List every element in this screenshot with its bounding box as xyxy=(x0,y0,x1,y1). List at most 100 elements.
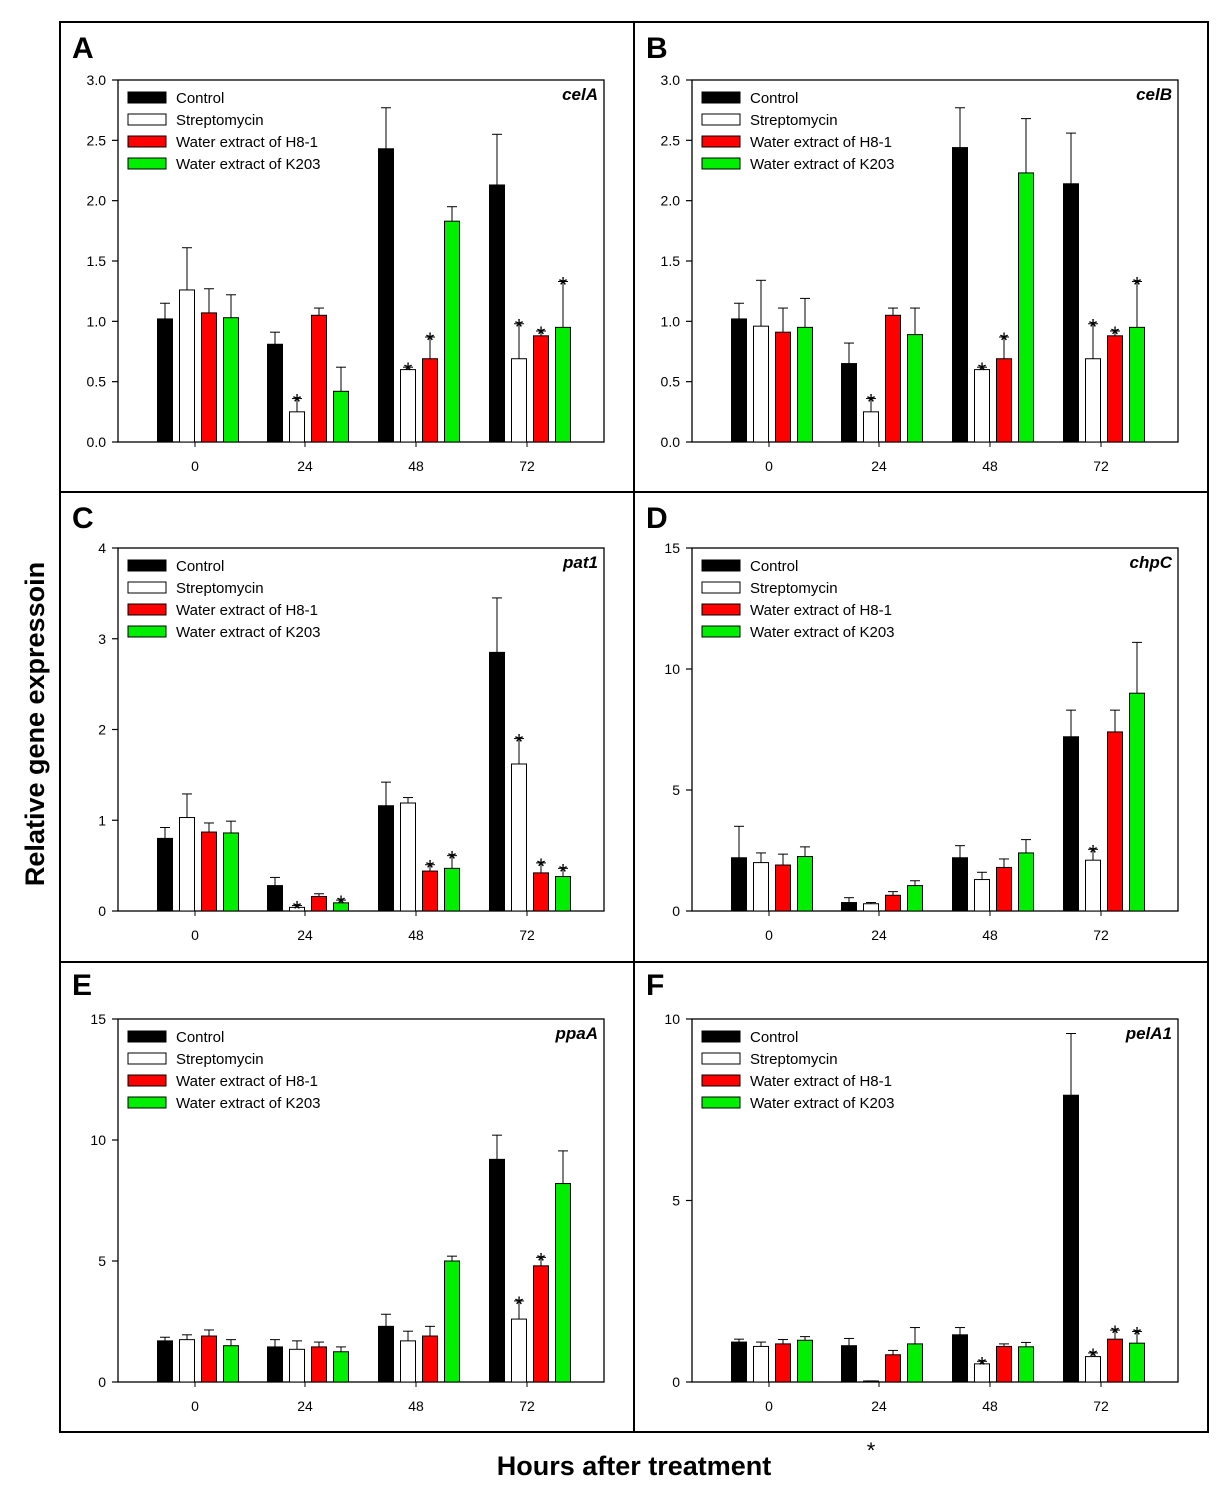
legend-swatch xyxy=(701,1074,741,1087)
bar xyxy=(753,862,769,912)
y-tick-label: 3.0 xyxy=(87,72,107,88)
legend-label: Control xyxy=(176,90,224,107)
bar xyxy=(333,1351,349,1383)
significance-star: * xyxy=(978,1352,987,1377)
x-tick-label: 0 xyxy=(191,458,199,474)
x-tick-label: 48 xyxy=(982,927,998,943)
chart-panel-d: D 0 5 10 15 chpC Control Streptomycin Water extr… xyxy=(646,502,1179,943)
significance-star: * xyxy=(426,328,435,353)
y-tick-label: 2.5 xyxy=(87,132,107,148)
bar xyxy=(378,148,394,443)
legend-label: Control xyxy=(176,1029,224,1046)
bar xyxy=(555,326,571,443)
legend-label: Water extract of K203 xyxy=(176,624,321,641)
panel-letter: C xyxy=(72,502,94,535)
significance-star: * xyxy=(537,1248,546,1273)
bar xyxy=(996,866,1012,912)
legend-label: Water extract of H8-1 xyxy=(750,134,892,151)
y-tick-label: 2.5 xyxy=(661,132,681,148)
bar xyxy=(1107,731,1123,912)
y-tick-label: 0.0 xyxy=(661,434,681,450)
bar xyxy=(841,363,857,443)
y-tick-label: 1.5 xyxy=(87,253,107,269)
significance-star: * xyxy=(1133,1323,1142,1348)
bar xyxy=(511,358,527,443)
bar xyxy=(422,1335,438,1383)
bar xyxy=(1129,692,1145,912)
y-tick-label: 1.5 xyxy=(661,253,681,269)
bar xyxy=(422,358,438,443)
chart-panel-a: A 0.0 0.5 1.0 1.5 2.0 2.5 3.0 celA Control Strepto… xyxy=(72,32,605,474)
bar xyxy=(157,1340,173,1383)
legend-swatch xyxy=(127,1096,167,1109)
significance-star: * xyxy=(404,358,413,383)
legend-swatch xyxy=(127,559,167,572)
bar xyxy=(179,817,195,912)
y-tick-label: 2.0 xyxy=(661,193,681,209)
legend-swatch xyxy=(127,113,167,126)
x-tick-label: 24 xyxy=(871,458,887,474)
significance-star: * xyxy=(1111,322,1120,347)
bar xyxy=(489,184,505,443)
legend-label: Water extract of K203 xyxy=(750,156,895,173)
significance-star: * xyxy=(337,891,346,916)
significance-star: * xyxy=(1111,1321,1120,1346)
y-tick-label: 0 xyxy=(672,903,680,919)
bar xyxy=(1063,1094,1079,1383)
bar xyxy=(1085,859,1101,912)
y-tick-label: 15 xyxy=(664,540,680,556)
significance-star: * xyxy=(867,1438,876,1463)
x-tick-label: 0 xyxy=(765,927,773,943)
legend-label: Streptomycin xyxy=(176,112,264,129)
legend-label: Streptomycin xyxy=(176,1051,264,1068)
bar xyxy=(267,1346,283,1383)
bar xyxy=(775,331,791,443)
significance-star: * xyxy=(978,358,987,383)
y-tick-label: 1.0 xyxy=(87,313,107,329)
bar xyxy=(223,317,239,443)
bar xyxy=(1085,358,1101,443)
significance-star: * xyxy=(293,390,302,415)
x-tick-label: 48 xyxy=(408,458,424,474)
significance-star: * xyxy=(448,847,457,872)
bar xyxy=(863,903,879,912)
significance-star: * xyxy=(1089,840,1098,865)
y-tick-label: 5 xyxy=(98,1253,106,1269)
significance-star: * xyxy=(867,390,876,415)
legend-label: Streptomycin xyxy=(750,1051,838,1068)
bar xyxy=(1018,852,1034,912)
significance-star: * xyxy=(293,897,302,922)
chart-panel-f: F 0 5 10 pelA1 Control Streptomycin Water extra… xyxy=(646,969,1179,1463)
bar xyxy=(444,867,460,912)
bar xyxy=(974,879,990,912)
bar xyxy=(1018,172,1034,443)
gene-title: ppaA xyxy=(555,1024,599,1043)
legend-label: Water extract of K203 xyxy=(176,1095,321,1112)
x-tick-label: 72 xyxy=(519,1398,535,1414)
legend-swatch xyxy=(127,581,167,594)
legend-swatch xyxy=(127,157,167,170)
bar xyxy=(444,1260,460,1383)
legend-swatch xyxy=(701,157,741,170)
bar xyxy=(885,1354,901,1383)
bar xyxy=(489,1158,505,1383)
bar xyxy=(841,1345,857,1383)
x-tick-label: 24 xyxy=(297,927,313,943)
bar xyxy=(907,334,923,443)
plot-area-frame xyxy=(117,1018,605,1383)
bar xyxy=(489,651,505,912)
legend-label: Control xyxy=(750,558,798,575)
bar xyxy=(753,325,769,443)
bar xyxy=(952,1334,968,1383)
bar xyxy=(1107,335,1123,443)
y-tick-label: 2.0 xyxy=(87,193,107,209)
x-tick-label: 24 xyxy=(871,927,887,943)
legend-label: Streptomycin xyxy=(176,580,264,597)
bar xyxy=(1063,736,1079,912)
significance-star: * xyxy=(426,856,435,881)
bar xyxy=(311,1346,327,1383)
bar xyxy=(731,318,747,443)
bar xyxy=(952,857,968,912)
x-tick-label: 72 xyxy=(1093,458,1109,474)
legend-label: Control xyxy=(750,90,798,107)
